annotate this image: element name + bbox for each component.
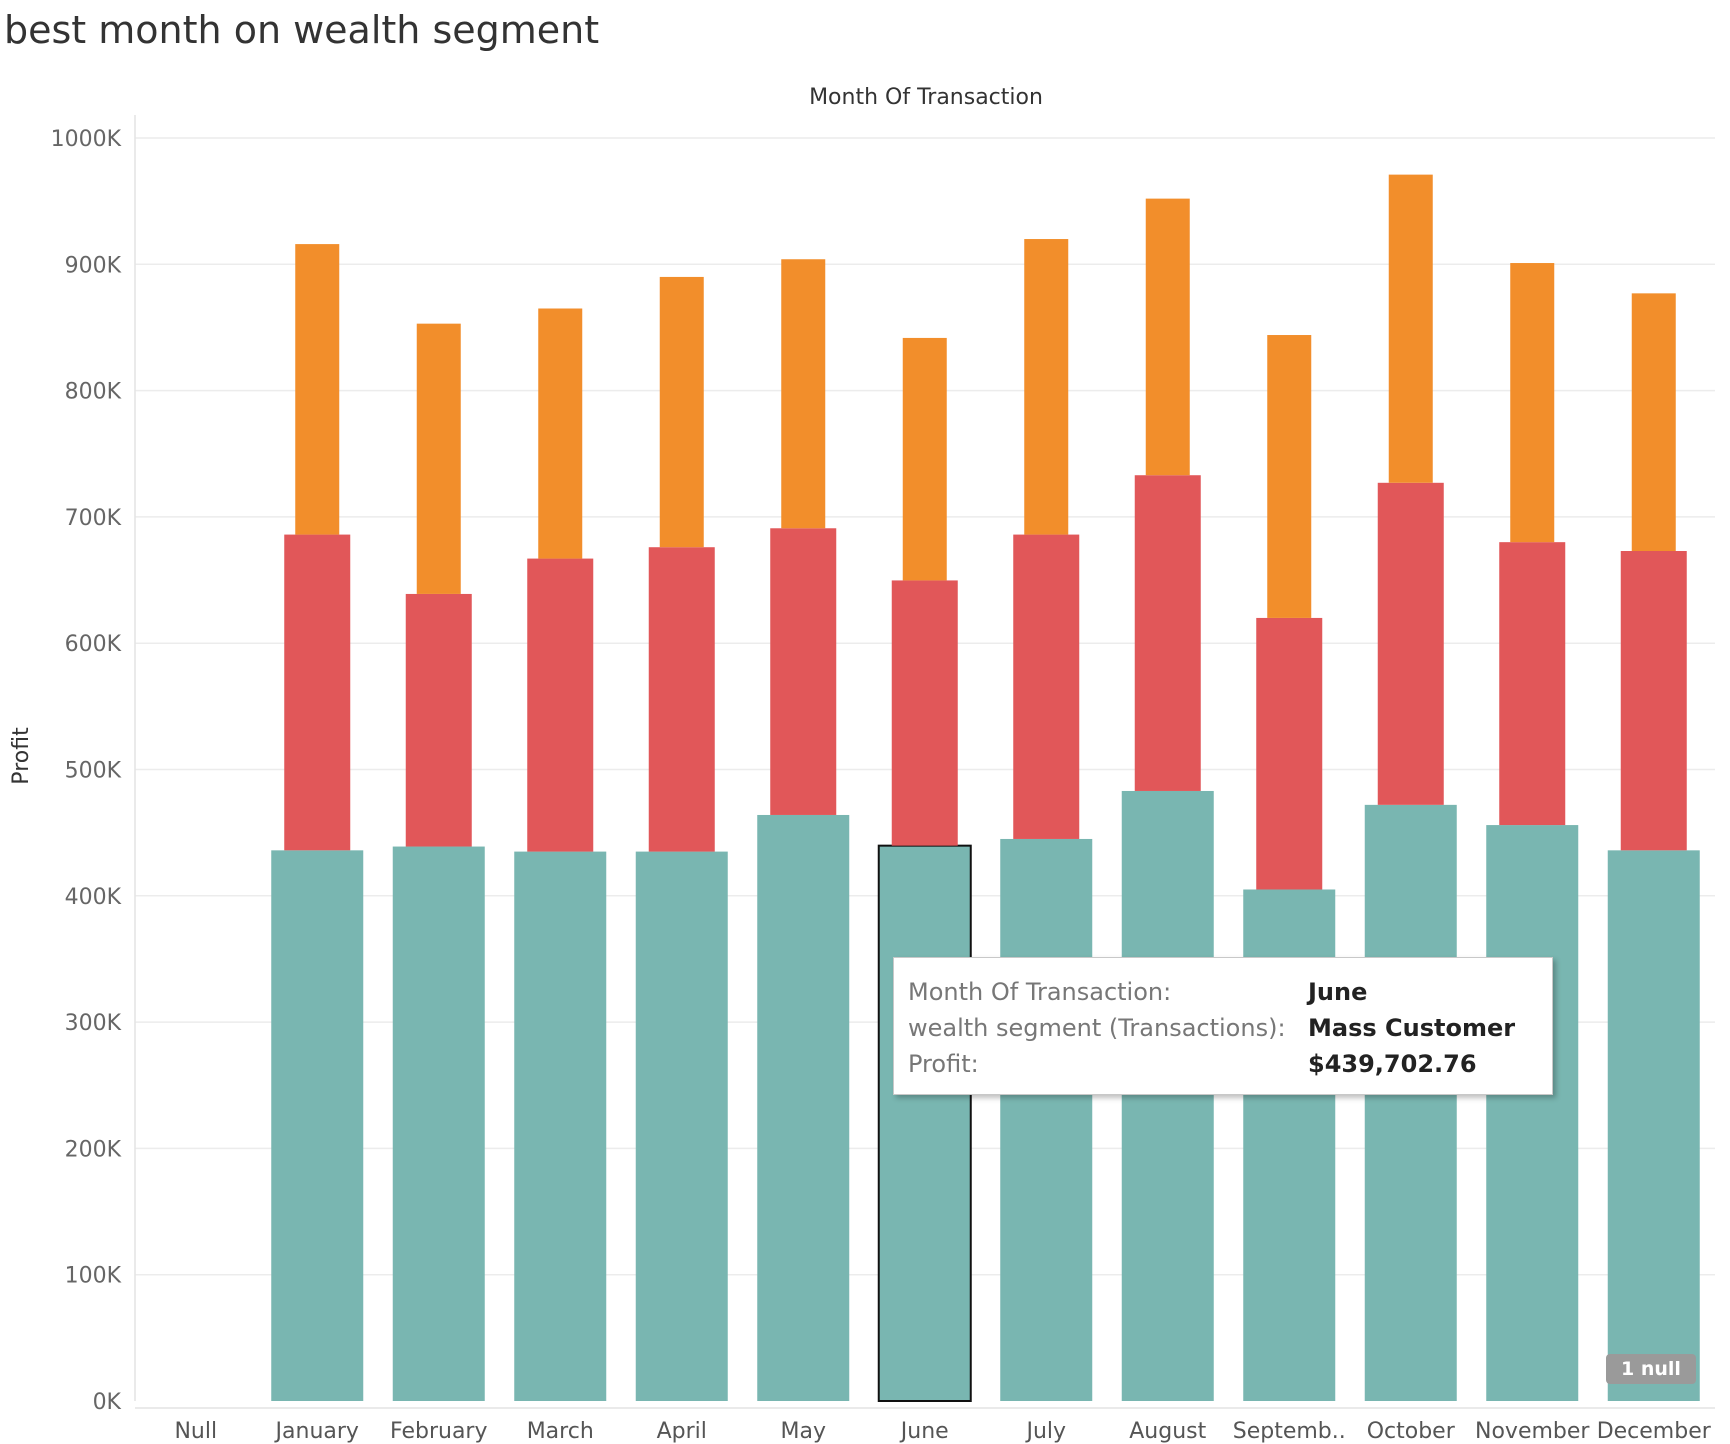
- y-axis-title: Profit: [9, 727, 34, 785]
- tooltip-profit-label: Profit:: [908, 1050, 979, 1078]
- bar-segment-2-5[interactable]: [648, 547, 715, 852]
- x-category-label: July: [1024, 1419, 1066, 1444]
- bar-segment-2-8[interactable]: [1013, 534, 1080, 839]
- x-category-label: Septemb..: [1233, 1419, 1346, 1444]
- bar-segment-2-10[interactable]: [1256, 617, 1323, 890]
- bar-segment-2-9[interactable]: [1134, 475, 1201, 791]
- bar-segment-1-13[interactable]: [1607, 850, 1700, 1401]
- y-tick-label: 1000K: [51, 127, 122, 152]
- bar-segment-3-10[interactable]: [1267, 335, 1312, 618]
- tooltip-row-profit: Profit: $439,702.76: [908, 1046, 1538, 1082]
- x-category-label: March: [527, 1419, 594, 1444]
- y-tick-label: 600K: [65, 632, 122, 657]
- x-category-label: May: [781, 1419, 826, 1444]
- bar-segment-3-6[interactable]: [781, 259, 826, 529]
- tooltip-month-value: June: [1308, 978, 1368, 1006]
- tooltip-profit-value: $439,702.76: [1308, 1050, 1477, 1078]
- bar-segment-3-13[interactable]: [1631, 293, 1676, 552]
- y-tick-label: 900K: [65, 253, 122, 278]
- y-tick-label: 100K: [65, 1264, 122, 1289]
- tooltip-segment-label: wealth segment (Transactions):: [908, 1014, 1286, 1042]
- x-axis-labels: Null January February March April May June July…: [174, 1419, 1711, 1444]
- x-category-label: April: [657, 1419, 707, 1444]
- x-category-label: Null: [174, 1419, 217, 1444]
- bar-segment-1-4[interactable]: [514, 851, 607, 1401]
- tooltip-segment-value: Mass Customer: [1308, 1014, 1516, 1042]
- bar-segment-2-7[interactable]: [891, 580, 958, 846]
- bar-segment-2-11[interactable]: [1377, 482, 1444, 805]
- x-category-label: January: [274, 1419, 359, 1444]
- y-tick-label: 0K: [93, 1390, 122, 1415]
- tooltip-row-month: Month Of Transaction: June: [908, 974, 1538, 1010]
- bar-segment-1-11[interactable]: [1364, 804, 1457, 1401]
- bar-segment-3-8[interactable]: [1024, 239, 1069, 535]
- x-category-label: December: [1597, 1419, 1712, 1444]
- bar-segment-1-8[interactable]: [1000, 838, 1093, 1401]
- bar-segment-1-7[interactable]: [877, 844, 972, 1402]
- bar-segment-1-5[interactable]: [635, 851, 728, 1401]
- null-indicator-badge[interactable]: 1 null: [1606, 1354, 1696, 1384]
- tooltip-month-label: Month Of Transaction:: [908, 978, 1172, 1006]
- x-category-label: August: [1129, 1419, 1206, 1444]
- bar-segment-2-12[interactable]: [1499, 542, 1566, 826]
- bar-segment-3-5[interactable]: [659, 276, 704, 548]
- y-tick-label: 200K: [65, 1137, 122, 1162]
- x-category-label: February: [390, 1419, 488, 1444]
- bar-segment-3-2[interactable]: [295, 244, 340, 535]
- y-tick-label: 300K: [65, 1011, 122, 1036]
- x-category-label: November: [1475, 1419, 1590, 1444]
- chart-title: best month on wealth segment: [4, 8, 599, 52]
- bar-segment-3-12[interactable]: [1510, 263, 1555, 543]
- tooltip: Month Of Transaction: June wealth segmen…: [893, 957, 1553, 1095]
- bar-segment-3-11[interactable]: [1388, 174, 1433, 483]
- y-tick-label: 500K: [65, 759, 122, 784]
- tooltip-row-segment: wealth segment (Transactions): Mass Cust…: [908, 1010, 1538, 1046]
- bar-segment-1-6[interactable]: [757, 814, 850, 1401]
- bar-segment-2-4[interactable]: [527, 558, 594, 852]
- bar-segment-2-6[interactable]: [770, 528, 837, 815]
- bar-segment-2-3[interactable]: [405, 593, 472, 847]
- bar-segment-1-3[interactable]: [392, 846, 485, 1401]
- y-tick-label: 700K: [65, 506, 122, 531]
- bar-segment-3-3[interactable]: [416, 323, 461, 594]
- bar-segment-1-9[interactable]: [1121, 790, 1214, 1401]
- y-axis-ticks: 0K 100K 200K 300K 400K 500K 600K 700K 800K 900K 10…: [51, 127, 122, 1415]
- bar-segment-1-12[interactable]: [1486, 825, 1579, 1401]
- bar-segment-3-4[interactable]: [538, 308, 583, 559]
- bar-segment-3-7[interactable]: [902, 337, 947, 581]
- bars: [271, 174, 1700, 1402]
- bar-segment-3-9[interactable]: [1145, 198, 1190, 476]
- bar-segment-2-13[interactable]: [1620, 551, 1687, 851]
- y-tick-label: 400K: [65, 885, 122, 910]
- x-category-label: October: [1367, 1419, 1456, 1444]
- y-tick-label: 800K: [65, 380, 122, 405]
- bar-segment-1-2[interactable]: [271, 850, 364, 1401]
- x-category-label: June: [899, 1419, 949, 1444]
- x-axis-title: Month Of Transaction: [809, 85, 1043, 110]
- bar-segment-2-2[interactable]: [284, 534, 351, 851]
